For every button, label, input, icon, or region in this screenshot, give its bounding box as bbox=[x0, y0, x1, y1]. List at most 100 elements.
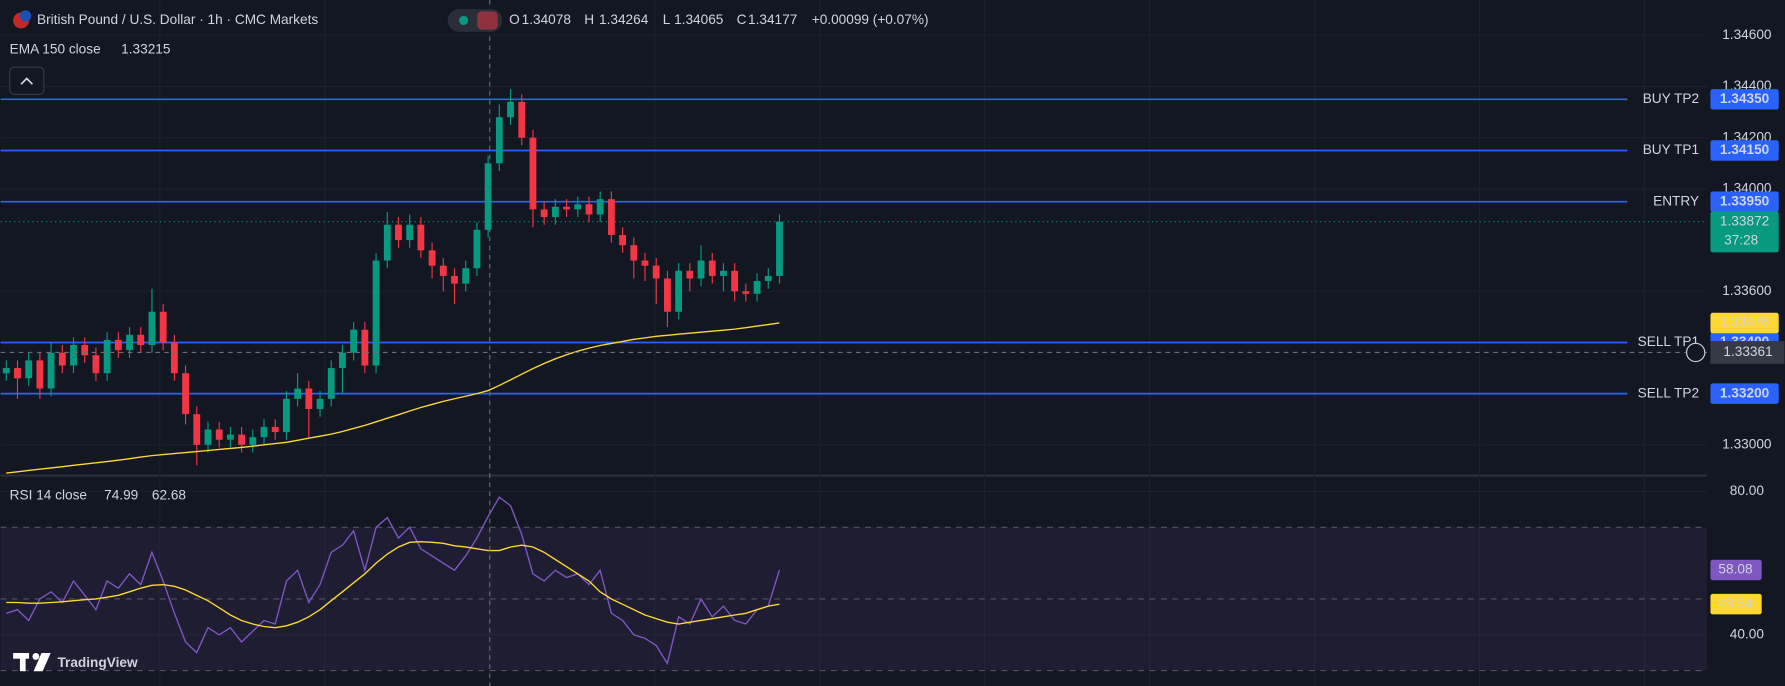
candle-body bbox=[182, 373, 189, 415]
candle-body bbox=[70, 345, 77, 366]
candle-body bbox=[148, 311, 156, 346]
candle-body bbox=[14, 368, 21, 379]
ohlc-key: O bbox=[509, 12, 520, 27]
rsi-tag bbox=[1710, 559, 1762, 581]
rsi-ma-line bbox=[6, 540, 780, 629]
candle-body bbox=[473, 229, 481, 269]
rsi-tag-label: 58.08 bbox=[1718, 562, 1752, 577]
candle-body bbox=[753, 281, 761, 294]
change-value: +0.00099 (+0.07%) bbox=[812, 12, 929, 27]
candle-body bbox=[361, 329, 369, 366]
rsi-legend: RSI 14 close bbox=[10, 488, 87, 503]
candle-body bbox=[507, 101, 514, 118]
candle-body bbox=[664, 278, 671, 312]
candle-body bbox=[406, 224, 414, 241]
candle-body bbox=[36, 360, 44, 389]
crosshair-label: 1.33361 bbox=[1723, 344, 1772, 359]
candle-body bbox=[193, 414, 201, 445]
collapse-button[interactable] bbox=[9, 66, 45, 95]
candle-body bbox=[652, 265, 660, 279]
level-label: SELL TP1 bbox=[1638, 334, 1699, 349]
crosshair-add-button[interactable] bbox=[1686, 342, 1706, 363]
candle-body bbox=[428, 250, 436, 266]
rsi-ma-tag-label: 48.54 bbox=[1718, 596, 1753, 611]
candle-body bbox=[540, 209, 548, 218]
candle-body bbox=[641, 260, 649, 266]
candle-body bbox=[551, 206, 559, 218]
candle-body bbox=[484, 163, 492, 230]
level-tag bbox=[1710, 383, 1779, 404]
candle-body bbox=[350, 329, 358, 353]
candle-body bbox=[764, 275, 772, 282]
current-price-label: 1.33872 bbox=[1720, 213, 1769, 228]
candle-body bbox=[271, 426, 279, 433]
candle-body bbox=[708, 260, 716, 276]
candle-body bbox=[249, 437, 257, 445]
ohlc-value: 1.34264 bbox=[599, 12, 649, 27]
level-label: BUY TP2 bbox=[1643, 91, 1699, 106]
y-tick-label: 1.33600 bbox=[1722, 283, 1772, 298]
candle-body bbox=[2, 368, 10, 374]
candle-body bbox=[327, 368, 335, 399]
ema-legend: EMA 150 close bbox=[10, 42, 101, 57]
y-tick-label: 1.34600 bbox=[1722, 27, 1772, 42]
ohlc-value: 1.34078 bbox=[522, 12, 571, 27]
candle-body bbox=[518, 101, 526, 138]
level-tag-label: 1.34350 bbox=[1720, 91, 1770, 106]
level-tag bbox=[1710, 89, 1779, 110]
level-tag bbox=[1710, 140, 1779, 161]
current-price-tag bbox=[1710, 211, 1779, 253]
candle-body bbox=[462, 268, 470, 284]
candle-body bbox=[226, 434, 234, 440]
ohlc-key: H bbox=[584, 12, 594, 27]
rsi-tick-label: 40.00 bbox=[1730, 626, 1765, 641]
candle-body bbox=[58, 352, 66, 366]
candle-body bbox=[316, 398, 324, 410]
level-label: ENTRY bbox=[1653, 193, 1699, 208]
ema-tag bbox=[1710, 312, 1779, 334]
candle-body bbox=[215, 429, 223, 440]
candle-body bbox=[383, 224, 391, 261]
candle-body bbox=[495, 117, 503, 164]
candle-body bbox=[630, 245, 638, 261]
candle-body bbox=[529, 137, 537, 210]
symbol-title: British Pound / U.S. Dollar · 1h · CMC M… bbox=[37, 12, 318, 27]
y-tick-label: 1.33000 bbox=[1722, 436, 1772, 451]
crosshair-tag bbox=[1710, 341, 1785, 364]
level-label: SELL TP2 bbox=[1638, 385, 1699, 400]
candle-body bbox=[372, 260, 380, 366]
candle-body bbox=[596, 199, 604, 215]
candle-body bbox=[619, 234, 627, 246]
candle-body bbox=[25, 360, 33, 379]
candle-body bbox=[283, 398, 290, 433]
rsi-tick-label: 80.00 bbox=[1730, 483, 1765, 498]
candle-body bbox=[92, 355, 100, 374]
candle-body bbox=[675, 270, 683, 312]
candle-body bbox=[563, 206, 570, 210]
logo-text: TradingView bbox=[57, 655, 137, 670]
level-tag bbox=[1710, 191, 1779, 212]
candle-body bbox=[742, 291, 750, 294]
pane-separator bbox=[0, 474, 1708, 477]
logo-icon bbox=[13, 653, 51, 672]
ohlc-key: L bbox=[663, 12, 671, 27]
candle-body bbox=[720, 270, 727, 276]
ohlc-key: C bbox=[737, 12, 747, 27]
candle-body bbox=[395, 224, 402, 241]
ohlc-value: 1.34177 bbox=[748, 12, 797, 27]
candle-body bbox=[305, 388, 313, 410]
ohlc-value: 1.34065 bbox=[674, 12, 724, 27]
candle-body bbox=[159, 311, 167, 343]
candle-body bbox=[451, 275, 458, 284]
ema-line bbox=[6, 322, 780, 474]
candle-body bbox=[114, 339, 122, 351]
rsi-line bbox=[6, 496, 781, 666]
candle-body bbox=[204, 429, 212, 445]
rsi-legend-value: 74.99 bbox=[104, 488, 138, 503]
candle-body bbox=[574, 204, 582, 210]
candle-body bbox=[776, 221, 783, 276]
level-tag-label: 1.34150 bbox=[1720, 142, 1770, 157]
candle-body bbox=[439, 265, 447, 276]
candle-body bbox=[238, 434, 246, 445]
